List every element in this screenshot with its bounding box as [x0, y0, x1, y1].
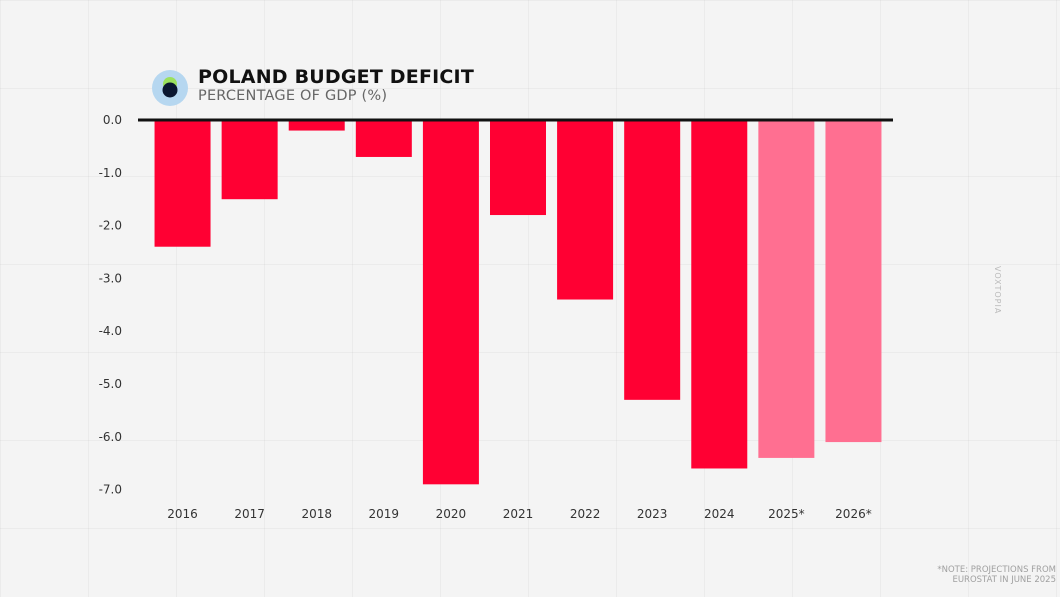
- x-tick-label: 2022: [570, 507, 601, 521]
- y-tick-label: 0.0: [103, 113, 122, 127]
- chart-title: POLAND BUDGET DEFICIT: [198, 66, 474, 88]
- x-tick-label: 2024: [704, 507, 735, 521]
- y-tick-label: -5.0: [99, 377, 122, 391]
- y-tick-label: -3.0: [99, 271, 122, 285]
- x-tick-label: 2020: [436, 507, 467, 521]
- bar-2023: [624, 120, 681, 400]
- bar-2025-projected: [758, 120, 815, 458]
- x-tick-label: 2017: [234, 507, 265, 521]
- x-tick-label: 2018: [301, 507, 332, 521]
- watermark: VOXTOPIA: [993, 266, 1002, 315]
- bar-2024: [691, 120, 748, 469]
- x-tick-label: 2023: [637, 507, 668, 521]
- bar-2021: [490, 120, 546, 216]
- projection-note: *NOTE: PROJECTIONS FROM EUROSTAT IN JUNE…: [937, 565, 1056, 585]
- x-tick-label: 2016: [167, 507, 198, 521]
- bar-2022: [557, 120, 614, 300]
- bar-2026-projected: [825, 120, 882, 443]
- chart-subtitle: PERCENTAGE OF GDP (%): [198, 88, 388, 104]
- y-tick-label: -4.0: [99, 324, 122, 338]
- bar-2016: [154, 120, 211, 247]
- y-tick-label: -2.0: [99, 219, 122, 233]
- y-tick-label: -1.0: [99, 166, 122, 180]
- x-tick-label: 2026*: [835, 507, 872, 521]
- bar-2018: [288, 120, 345, 131]
- x-tick-label: 2025*: [768, 507, 805, 521]
- bar-2017: [221, 120, 278, 200]
- y-tick-label: -7.0: [99, 483, 122, 497]
- x-tick-label: 2019: [369, 507, 400, 521]
- bar-2019: [355, 120, 412, 157]
- y-tick-label: -6.0: [99, 430, 122, 444]
- bar-2020: [422, 120, 479, 485]
- eye-logo-icon: [152, 70, 188, 106]
- x-tick-label: 2021: [503, 507, 534, 521]
